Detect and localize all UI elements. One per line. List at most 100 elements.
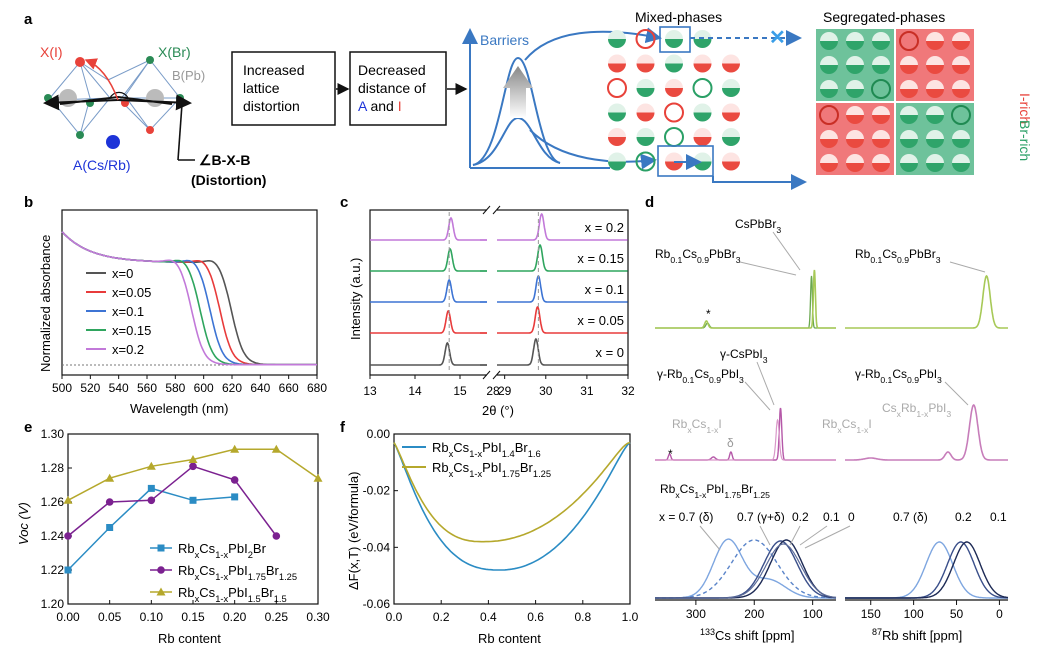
nmr-spectrum <box>655 275 836 329</box>
formula-element: I <box>718 417 721 431</box>
panel-label-a: a <box>24 11 33 28</box>
segregated-sphere <box>926 56 944 74</box>
x-tick-label: 600 <box>194 381 214 395</box>
legend-marker-square <box>157 544 165 552</box>
voc-point-triangle <box>188 455 198 463</box>
formula-subscript: x <box>897 409 902 419</box>
formula-element: Cs <box>842 417 857 431</box>
voc-point-square <box>147 484 155 492</box>
formula-subscript: 3 <box>937 375 942 385</box>
x-tick-label: 0.0 <box>386 610 403 624</box>
nmr-spectrum <box>845 404 1008 461</box>
segregated-sphere <box>846 80 864 98</box>
formula-subscript: 1.25 <box>279 572 297 582</box>
red-ring <box>664 102 684 123</box>
voc-point-triangle <box>146 461 156 470</box>
panel-label-e: e <box>24 419 32 436</box>
formula-element: Pb <box>750 217 765 231</box>
box2-line2: distance of <box>358 80 426 96</box>
segregated-sphere <box>926 130 944 148</box>
xrd-right-x = 0.05 <box>480 305 628 334</box>
b-pb-label: B(Pb) <box>172 68 205 83</box>
formula-element: I <box>721 482 724 496</box>
formula-subscript: 1-x <box>215 572 228 582</box>
segregated-sphere <box>872 32 890 50</box>
rb-tick-label: 0 <box>996 607 1003 621</box>
green-sphere <box>722 128 740 146</box>
rb-xlabel: 87Rb shift [ppm] <box>872 627 962 643</box>
y-tick-label: -0.02 <box>363 484 391 498</box>
segregated-sphere <box>926 80 944 98</box>
formula-element: Rb <box>432 440 449 455</box>
leader <box>804 525 851 549</box>
plot-e-xlabel: Rb content <box>158 631 221 646</box>
formula-subscript: 0.1 <box>880 375 892 385</box>
formula-subscript: 1-x <box>706 425 719 435</box>
formula-subscript: x <box>449 449 454 459</box>
xrd-left-x = 0.15 <box>370 247 487 272</box>
panel-label-d: d <box>645 194 654 211</box>
segregated-ring <box>899 31 919 51</box>
free-energy-curve <box>393 441 631 543</box>
formula-subscript: 3 <box>736 255 741 265</box>
y-tick-label: 1.26 <box>41 495 65 509</box>
plot-c-ylabel: Intensity (a.u.) <box>348 258 363 340</box>
formula-element: Pb <box>228 585 244 600</box>
label-rb01-br-left: Rb0.1​Cs0.9​PbBr3​ <box>655 247 741 265</box>
formula-element: I <box>759 347 762 361</box>
segregated-sphere <box>820 56 838 74</box>
cs-tick-label: 300 <box>686 607 706 621</box>
formula-subscript: 3 <box>763 355 768 365</box>
formula-element: I <box>498 460 502 475</box>
xrd-series-label: x = 0.05 <box>577 313 624 328</box>
plot-e-ylabel: Voc (V) <box>16 502 31 545</box>
formula-element: Cs <box>882 401 897 415</box>
formula-subscript: x <box>449 469 454 479</box>
x-tick-label: 0.05 <box>98 610 122 624</box>
formula-subscript: 1.75 <box>724 490 741 500</box>
formula-subscript: 1.5 <box>248 594 261 604</box>
formula-element: Cs <box>199 541 215 556</box>
x-break-label: 28 <box>486 384 500 398</box>
formula-element: Rb <box>901 401 917 415</box>
legend-label: Rbx​Cs1-x​PbI2​Br <box>178 541 267 560</box>
leader <box>799 525 828 546</box>
mixed-phase-lattice <box>607 29 740 172</box>
voc-point-circle <box>64 532 72 540</box>
label-composition-left: 0.7 (γ+δ) <box>737 510 785 524</box>
formula-subscript: 0.9 <box>697 255 709 265</box>
leader <box>789 525 801 546</box>
segregated-sphere <box>820 80 838 98</box>
plot-b-ticks: 500 520 540 560 580 600 620 640 660 680 <box>52 375 327 395</box>
leader <box>759 525 771 546</box>
segregated-sphere <box>820 130 838 148</box>
x-tick-label: 0.15 <box>181 610 205 624</box>
formula-subscript: 3 <box>776 225 781 235</box>
formula-subscript: 1-x <box>694 490 707 500</box>
x-tick-label: 0.25 <box>265 610 289 624</box>
plot-e-ticks: 0.00 0.05 0.10 0.15 0.20 0.25 0.30 1.20 1.22 1.24… <box>41 427 330 624</box>
xrd-series-label: x = 0.1 <box>585 282 624 297</box>
nmr-spectrum <box>655 539 836 599</box>
label-composition-right: 0.1 <box>990 510 1007 524</box>
cs-xlabel: 133Cs shift [ppm] <box>700 627 795 643</box>
segregated-sphere <box>952 56 970 74</box>
legend-label-x=0: x=0 <box>112 266 133 281</box>
highlight-box-bottom <box>657 145 714 177</box>
formula-subscript: 1-x <box>469 469 482 479</box>
formula-element: Pb <box>228 563 244 578</box>
formula-element: Rb <box>865 367 881 381</box>
box1-line1: Increased <box>243 62 304 78</box>
x-tick-label: 14 <box>408 384 422 398</box>
formula-element: I <box>244 585 248 600</box>
formula-element: Rb <box>855 247 871 261</box>
green-sphere <box>608 152 626 171</box>
formula-element: Br <box>261 585 275 600</box>
nmr-spectrum <box>655 543 837 599</box>
formula-subscript: 1-x <box>856 425 869 435</box>
voc-point-triangle <box>63 495 73 504</box>
formula-element: Br <box>741 482 753 496</box>
green-ring <box>664 127 684 147</box>
leader <box>699 525 721 551</box>
voc-point-square <box>106 524 114 531</box>
